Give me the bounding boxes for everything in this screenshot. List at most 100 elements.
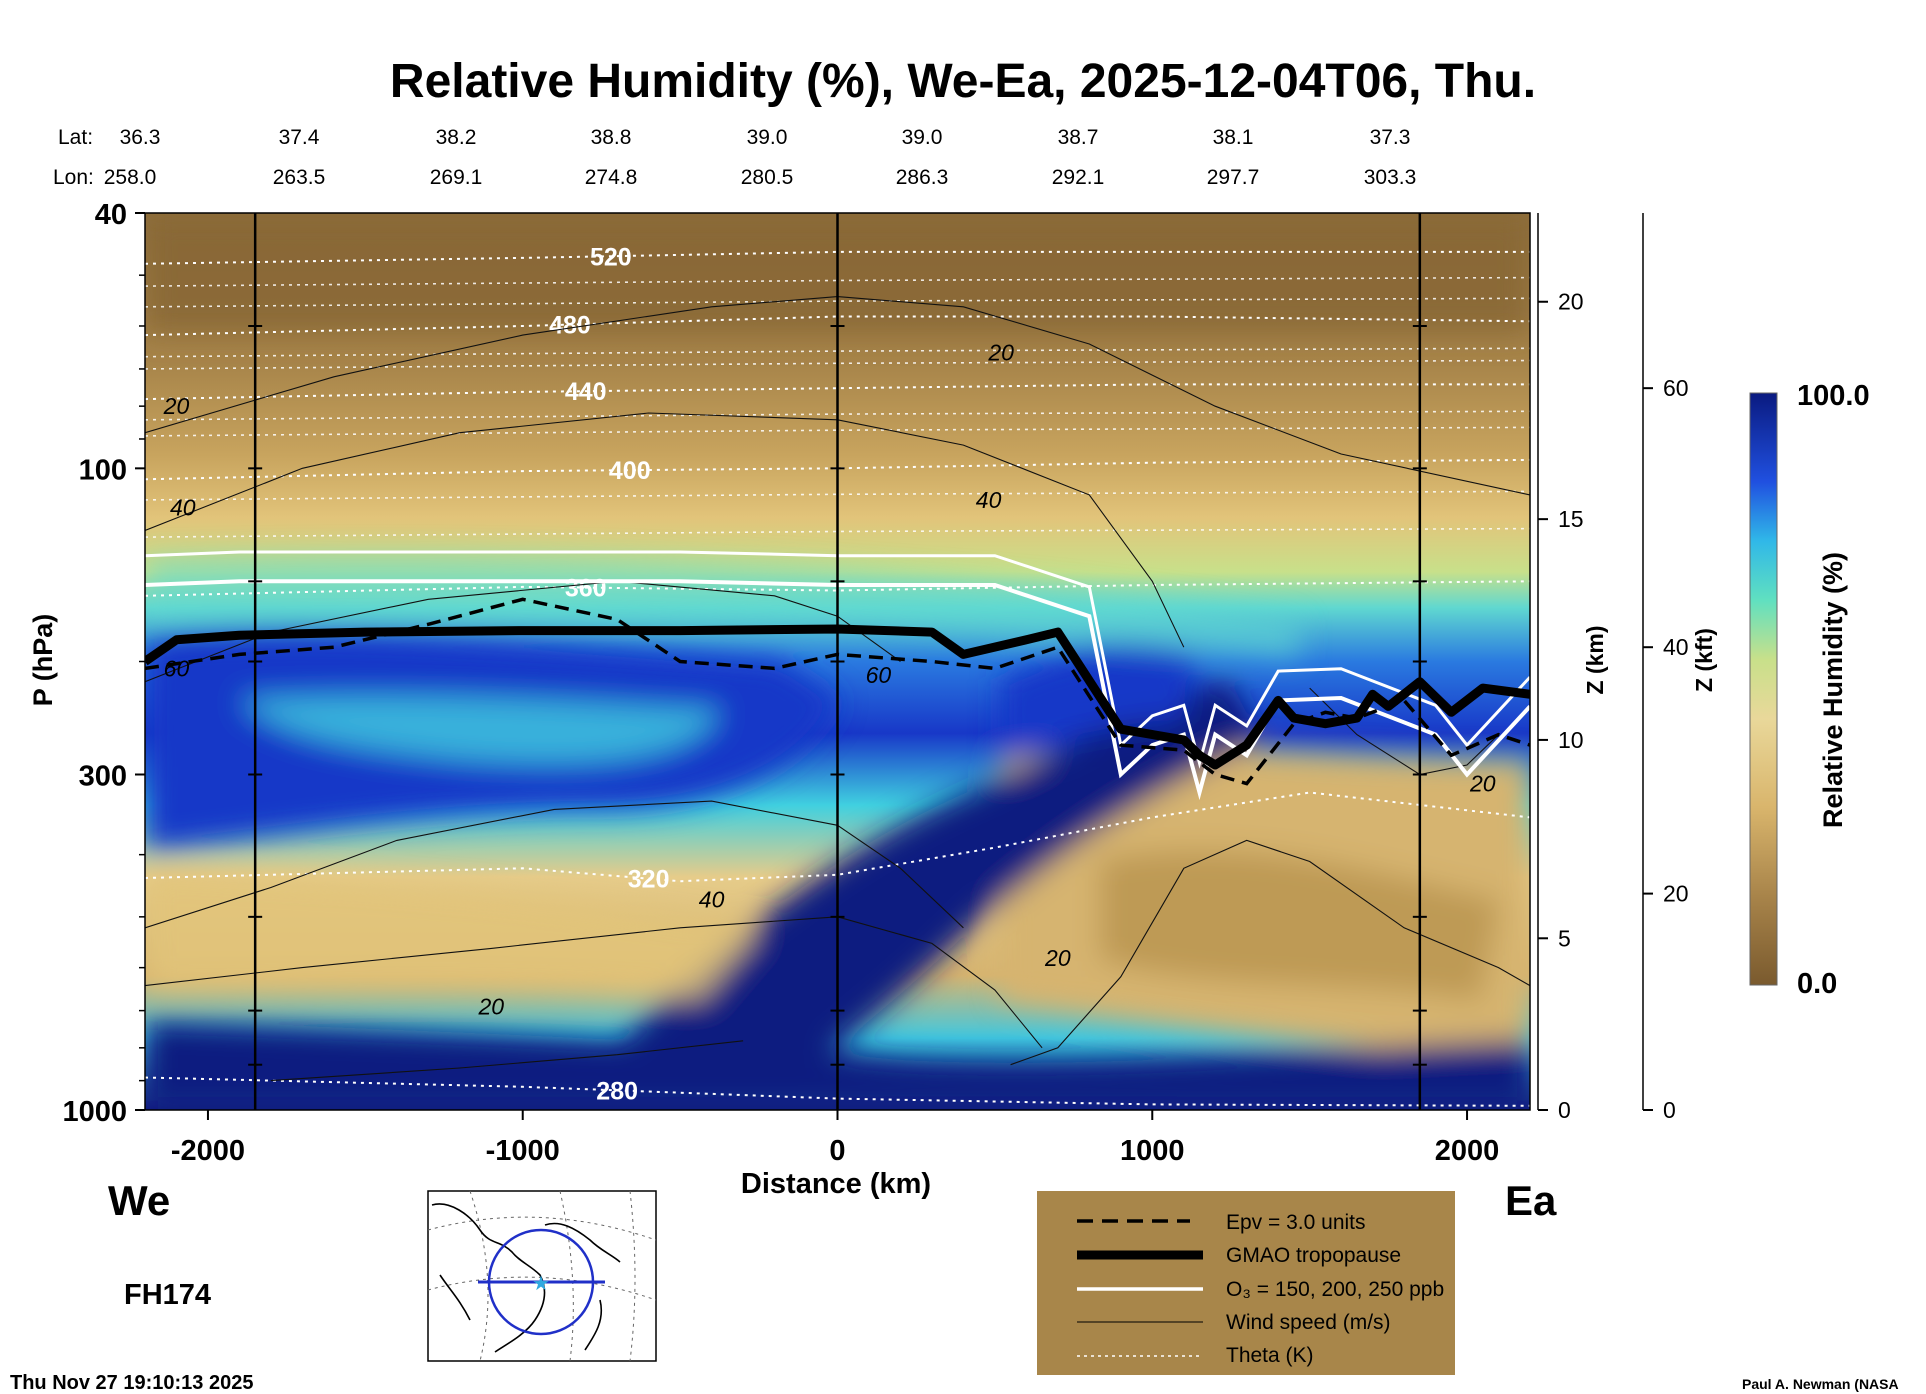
theta-contour-line <box>145 527 1530 538</box>
x-tick-label: 1000 <box>1120 1135 1185 1167</box>
lat-lon-ticks: 36.3 37.4 38.2 38.8 39.0 39.0 38.7 38.1 37.3 258.… <box>104 126 1417 189</box>
colorbar-scale <box>1749 392 1778 986</box>
x-tick-label: 0 <box>829 1135 845 1167</box>
lat-value: 39.0 <box>747 126 788 149</box>
map-center-star-icon: ★ <box>532 1271 550 1295</box>
z-km-tick-label: 15 <box>1558 506 1584 532</box>
lon-value: 292.1 <box>1052 166 1105 189</box>
map-coastlines <box>431 1203 621 1353</box>
z-kft-tick-label: 20 <box>1663 881 1689 907</box>
wind-speed-label: 20 <box>477 994 504 1020</box>
z-kft-tick-label: 40 <box>1663 634 1689 660</box>
locator-map: ★ <box>427 1190 657 1362</box>
theta-contour-line <box>145 297 1530 308</box>
wind-speed-label: 40 <box>976 487 1002 513</box>
rh-west-moist-core <box>240 695 720 764</box>
lon-label: Lon: <box>53 166 94 189</box>
west-direction-label: We <box>108 1177 170 1224</box>
x-tick-label: -2000 <box>171 1135 245 1167</box>
z-km-tick-label: 10 <box>1558 727 1584 753</box>
lon-value: 258.0 <box>104 166 157 189</box>
theta-contour-label: 520 <box>590 243 632 271</box>
lat-value: 38.2 <box>436 126 477 149</box>
theta-contour-line <box>145 276 1530 287</box>
theta-contour-label: 320 <box>628 866 670 894</box>
wind-speed-contour-line <box>1010 839 1530 1066</box>
z-kft-tick-label: 0 <box>1663 1097 1676 1123</box>
rh-east-dry-core <box>1100 850 1500 1000</box>
ozone-contour-line <box>145 550 1530 769</box>
theta-contour-label: 440 <box>565 378 607 406</box>
lat-value: 38.1 <box>1213 126 1254 149</box>
wind-speed-label: 60 <box>164 655 190 681</box>
x-tick-label: -1000 <box>486 1135 560 1167</box>
lat-value: 38.8 <box>591 126 632 149</box>
y-tick-label: 40 <box>95 199 127 231</box>
y-tick-label: 1000 <box>62 1096 127 1128</box>
wind-speed-label: 20 <box>1469 771 1496 797</box>
lon-value: 286.3 <box>896 166 949 189</box>
x-axis-title: Distance (km) <box>741 1168 931 1200</box>
z-km-tick-label: 5 <box>1558 925 1571 951</box>
legend-tropopause-label: GMAO tropopause <box>1226 1244 1401 1267</box>
lon-value: 297.7 <box>1207 166 1260 189</box>
rh-diagonal-moist-band <box>560 680 1260 1110</box>
z-km-tick-label: 0 <box>1558 1097 1571 1123</box>
wind-speed-contour-line <box>145 296 1530 496</box>
colorbar-min-label: 0.0 <box>1797 968 1837 1000</box>
lat-value: 36.3 <box>120 126 161 149</box>
diagnostic-lines <box>145 550 1530 801</box>
lat-value: 37.3 <box>1370 126 1411 149</box>
z-km-axis-title: Z (km) <box>1582 626 1608 695</box>
wind-speed-label: 40 <box>699 887 725 913</box>
east-direction-label: Ea <box>1505 1177 1557 1224</box>
lon-value: 269.1 <box>430 166 483 189</box>
tropopause-line <box>145 624 1530 770</box>
forecast-hour-label: FH174 <box>124 1279 211 1311</box>
theta-contour-label: 360 <box>565 575 607 603</box>
colorbar-max-label: 100.0 <box>1797 380 1870 412</box>
z-km-tick-label: 20 <box>1558 289 1584 315</box>
lon-value: 263.5 <box>273 166 326 189</box>
theta-contour-label: 280 <box>596 1077 638 1105</box>
z-kft-axis-title: Z (kft) <box>1691 628 1717 692</box>
lat-value: 39.0 <box>902 126 943 149</box>
lon-value: 280.5 <box>741 166 794 189</box>
section-vertical-lines <box>248 213 1427 1110</box>
wind-speed-contour-line <box>145 800 964 929</box>
wind-speed-contour-line <box>270 1040 744 1082</box>
locator-map-frame <box>427 1190 657 1362</box>
y-tick-label: 100 <box>79 454 127 486</box>
legend-theta-label: Theta (K) <box>1226 1344 1314 1367</box>
wind-speed-contour-line <box>145 916 1043 1049</box>
author-credit: Paul A. Newman (NASA <box>1742 1376 1899 1392</box>
lat-label: Lat: <box>58 126 93 149</box>
lon-value: 303.3 <box>1364 166 1417 189</box>
wind-speed-label: 20 <box>987 340 1014 366</box>
theta-contour-line <box>145 791 1530 883</box>
theta-contour-line <box>145 426 1530 437</box>
chart-title: Relative Humidity (%), We-Ea, 2025-12-04… <box>390 55 1536 108</box>
colorbar: 100.0 0.0 Relative Humidity (%) <box>1749 380 1870 1000</box>
lon-value: 274.8 <box>585 166 638 189</box>
z-kft-tick-label: 60 <box>1663 375 1689 401</box>
timestamp: Thu Nov 27 19:10:13 2025 <box>10 1372 253 1394</box>
wind-speed-label: 40 <box>170 494 196 520</box>
theta-contour-line <box>145 490 1530 501</box>
lat-value: 38.7 <box>1058 126 1099 149</box>
lat-value: 37.4 <box>279 126 320 149</box>
wind-speed-label: 60 <box>866 662 892 688</box>
wind-speed-label: 20 <box>163 393 190 419</box>
theta-contour-line <box>145 410 1530 421</box>
legend-ozone-label: O₃ = 150, 200, 250 ppb <box>1226 1278 1444 1301</box>
y-tick-label: 300 <box>79 760 127 792</box>
x-tick-label: 2000 <box>1435 1135 1500 1167</box>
legend-epv-label: Epv = 3.0 units <box>1226 1211 1366 1234</box>
ozone-contour-line <box>145 579 1530 801</box>
epv-line <box>145 597 1530 786</box>
legend: Epv = 3.0 units GMAO tropopause O₃ = 150… <box>1037 1191 1455 1375</box>
y-axis-title: P (hPa) <box>28 614 58 707</box>
colorbar-title: Relative Humidity (%) <box>1818 552 1848 828</box>
